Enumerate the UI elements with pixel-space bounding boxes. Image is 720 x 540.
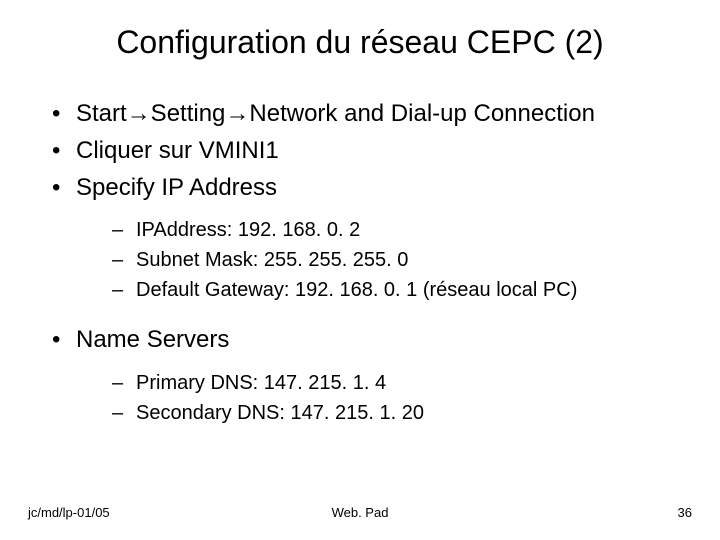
bullet-list: Start→Setting→Network and Dial-up Connec… [40, 97, 680, 428]
bullet-item: Name Servers Primary DNS: 147. 215. 1. 4… [48, 323, 680, 428]
footer-center: Web. Pad [332, 505, 389, 520]
bullet-item: Start→Setting→Network and Dial-up Connec… [48, 97, 680, 132]
sub-bullet-list: Primary DNS: 147. 215. 1. 4 Secondary DN… [76, 368, 680, 428]
sub-bullet-item: Secondary DNS: 147. 215. 1. 20 [110, 398, 680, 428]
sub-bullet-list: IPAddress: 192. 168. 0. 2 Subnet Mask: 2… [76, 215, 680, 305]
sub-bullet-item: Subnet Mask: 255. 255. 255. 0 [110, 245, 680, 275]
footer-right: 36 [678, 505, 692, 520]
bullet-text: Name Servers [76, 326, 229, 353]
slide-title: Configuration du réseau CEPC (2) [40, 24, 680, 61]
bullet-item: Specify IP Address IPAddress: 192. 168. … [48, 171, 680, 306]
slide: Configuration du réseau CEPC (2) Start→S… [0, 0, 720, 540]
sub-bullet-item: Default Gateway: 192. 168. 0. 1 (réseau … [110, 275, 680, 305]
sub-bullet-item: IPAddress: 192. 168. 0. 2 [110, 215, 680, 245]
footer-left: jc/md/lp-01/05 [28, 505, 110, 520]
sub-bullet-item: Primary DNS: 147. 215. 1. 4 [110, 368, 680, 398]
slide-footer: jc/md/lp-01/05 Web. Pad 36 [0, 505, 720, 520]
bullet-item: Cliquer sur VMINI1 [48, 134, 680, 169]
bullet-text: Specify IP Address [76, 174, 277, 201]
